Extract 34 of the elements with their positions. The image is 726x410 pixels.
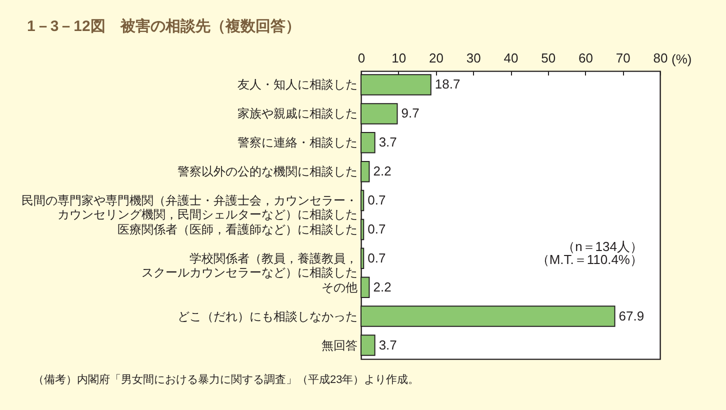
text: 1－3－12図 被害の相談先（複数回答） (27, 17, 300, 35)
data-label: 0.7 (368, 221, 386, 236)
data-label: 2.2 (373, 279, 392, 294)
y-tick-label: 無回答 (322, 338, 358, 352)
y-tick-label: どこ（だれ）にも相談しなかった (178, 309, 358, 324)
y-tick-label: 友人・知人に相談した (238, 78, 358, 92)
x-tick-label: 10 (392, 50, 406, 66)
x-tick-label: 80 (653, 50, 668, 66)
x-tick-label: 40 (504, 50, 518, 66)
data-label: 3.7 (378, 337, 397, 352)
y-tick-label: 民間の専門家や専門機関（弁護士・弁護士会，カウンセラー・カウンセリング機関，民間シェルターなど）に相談した (22, 194, 358, 222)
x-tick-label: 70 (616, 50, 630, 66)
annotation: （n＝134人） (562, 239, 643, 254)
x-tick-label: 60 (578, 50, 593, 66)
y-tick-label: 家族や親戚に相談した (238, 106, 358, 121)
data-label: 0.7 (368, 250, 386, 266)
y-tick-label: 医療関係者（医師，看護師など）に相談した (118, 222, 358, 236)
annotation: （M.T.＝110.4%） (536, 252, 643, 267)
x-tick-label: 30 (466, 50, 481, 66)
data-label: 0.7 (368, 192, 386, 208)
data-label: 67.9 (618, 308, 644, 324)
x-tick-label: 50 (541, 50, 556, 66)
text: （備考）内閣府「男女間における暴力に関する調査」（平成23年）より作成。 (33, 373, 420, 386)
y-tick-label: 警察に連絡・相談した (238, 136, 358, 150)
data-label: 3.7 (378, 134, 397, 150)
x-tick-label: 0 (358, 50, 366, 66)
x-tick-label: 20 (429, 50, 444, 66)
y-tick-label: 学校関係者（教員，養護教員，スクールカウンセラーなど）に相談した (142, 251, 358, 280)
y-tick-label: 警察以外の公的な機関に相談した (178, 164, 358, 179)
data-label: 2.2 (373, 164, 392, 179)
x-axis-title: (%) (672, 52, 692, 66)
y-tick-label: その他 (322, 280, 358, 294)
data-label: 18.7 (434, 76, 460, 92)
data-label: 9.7 (401, 106, 420, 121)
